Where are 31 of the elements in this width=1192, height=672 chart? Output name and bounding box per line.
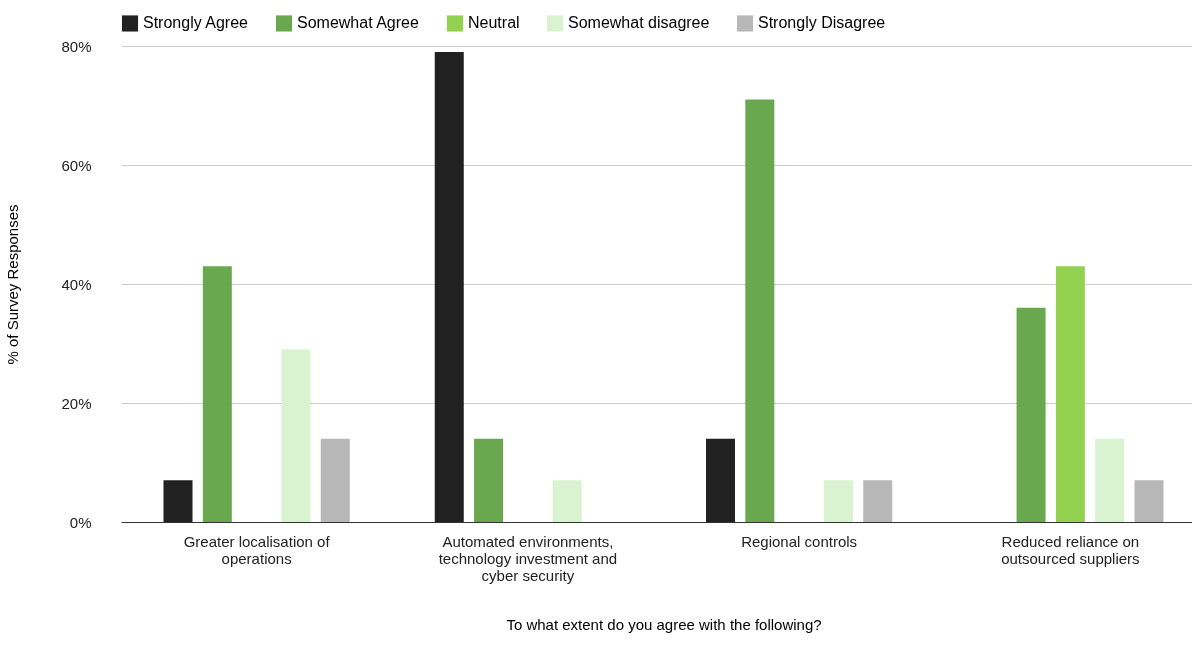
- bar: [281, 349, 311, 522]
- bar: [1055, 266, 1085, 522]
- legend-label: Somewhat disagree: [568, 14, 710, 32]
- bar: [163, 480, 193, 522]
- y-tick-label: 60%: [61, 156, 92, 174]
- x-tick-label: Reduced reliance on outsourced suppliers: [1001, 532, 1140, 567]
- y-axis-title: % of Survey Responses: [4, 204, 22, 365]
- bar: [863, 480, 893, 522]
- bar: [202, 266, 232, 522]
- bar: [823, 480, 853, 522]
- legend-label: Strongly Disagree: [758, 14, 886, 32]
- bar: [434, 51, 464, 522]
- legend-label: Neutral: [468, 14, 520, 32]
- bar: [320, 438, 350, 522]
- y-tick-label: 20%: [61, 394, 92, 412]
- x-tick-label: Regional controls: [741, 532, 858, 550]
- bar: [1016, 307, 1046, 522]
- x-axis-title: To what extent do you agree with the following?: [506, 615, 822, 633]
- x-tick-label: Greater localisation of operations: [183, 532, 331, 567]
- bar: [745, 99, 775, 522]
- bar: [474, 438, 504, 522]
- bar: [552, 480, 582, 522]
- legend-label: Strongly Agree: [143, 14, 249, 32]
- y-tick-label: 40%: [61, 275, 92, 293]
- y-tick-label: 0%: [69, 513, 92, 531]
- bar: [1095, 438, 1125, 522]
- bar: [1134, 480, 1164, 522]
- bar: [706, 438, 735, 522]
- y-tick-label: 80%: [61, 37, 92, 55]
- legend-label: Somewhat Agree: [297, 14, 419, 32]
- x-tick-label: Automated environments, technology investment and cyber security: [438, 532, 618, 584]
